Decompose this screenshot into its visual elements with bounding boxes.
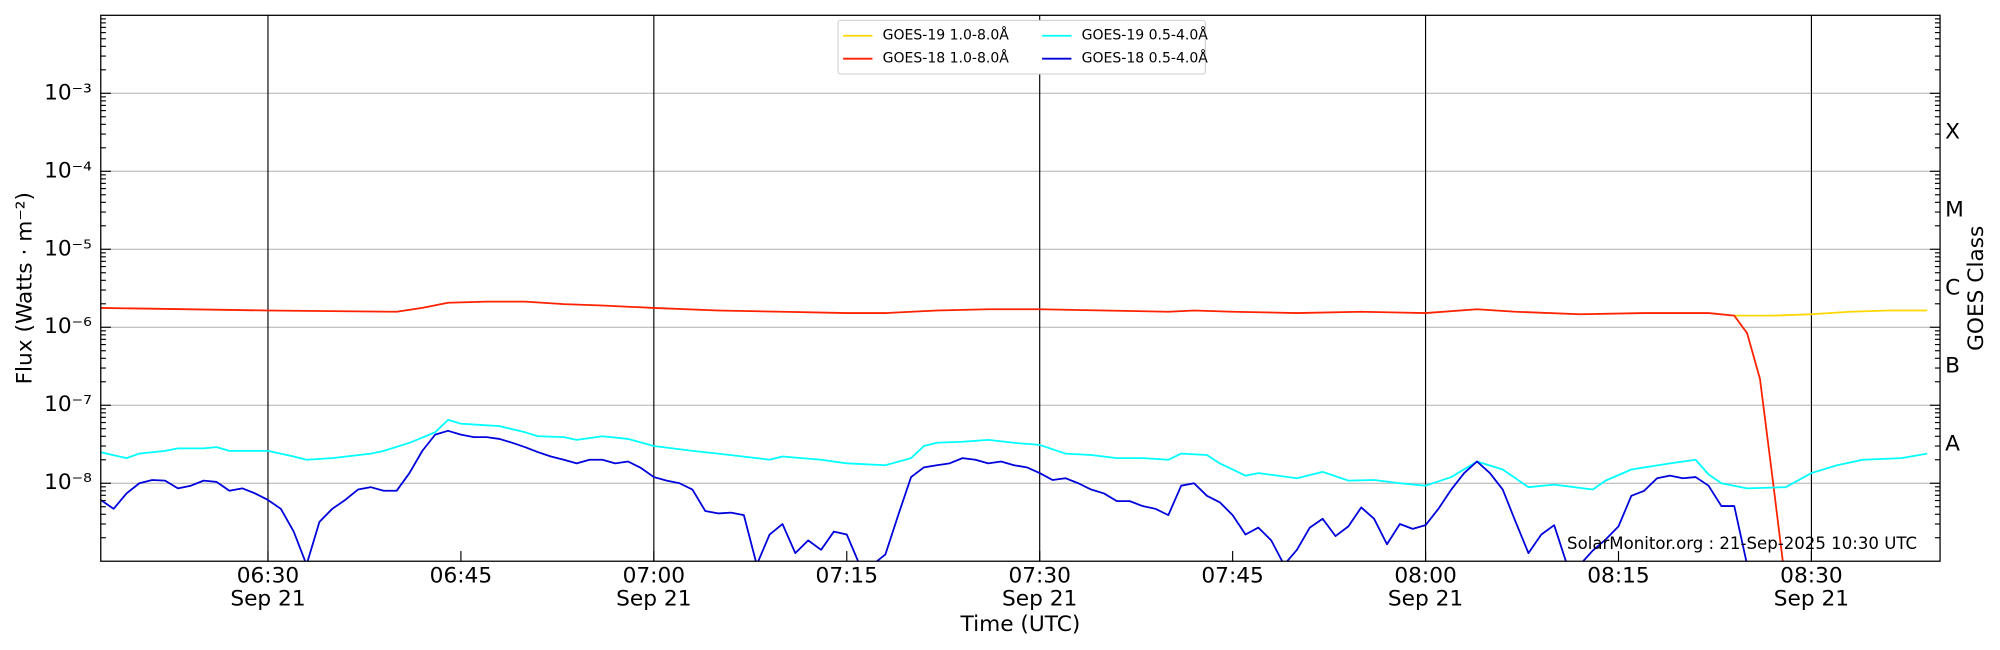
y-tick-label: 10⁻⁸ [44,470,92,495]
legend-label: GOES-19 0.5-4.0Å [1082,27,1209,44]
lines [100,300,1928,562]
series-line [100,429,1748,562]
legend-box [837,19,1206,75]
grid [100,15,1941,562]
series-line [100,300,1784,562]
y-tick-label: 10⁻⁷ [44,392,92,417]
series-line [100,418,1928,491]
y2-tick-label: M [1945,197,1964,222]
series-line [1734,309,1928,317]
x-tick-label: 06:30 [237,564,299,589]
y2-tick-label: C [1945,275,1960,300]
x-tick-label: 07:00 [623,564,685,589]
legend-label: GOES-19 1.0-8.0Å [883,27,1010,44]
y2-axis-label: GOES Class [1964,226,1989,351]
x-tick-label: 07:30 [1008,564,1070,589]
y2-tick-label: B [1945,353,1960,378]
y2-tick-label: A [1945,431,1960,456]
legend: GOES-19 1.0-8.0Å GOES-18 1.0-8.0Å GOES-19 … [837,19,1209,75]
y-tick-label: 10⁻⁴ [44,158,92,183]
x-tick-date: Sep 21 [1774,586,1849,611]
x-tick-date: Sep 21 [230,586,305,611]
x-tick-date: Sep 21 [616,586,691,611]
y-tick-label: 10⁻³ [44,80,92,105]
y-axis-label: Flux (Watts · m⁻²) [13,192,38,384]
x-tick-label: 06:45 [430,564,492,589]
x-tick-label: 07:15 [816,564,878,589]
legend-label: GOES-18 0.5-4.0Å [1082,50,1209,67]
x-axis-label: Time (UTC) [960,612,1081,637]
x-tick-date: Sep 21 [1002,586,1077,611]
y-tick-label: 10⁻⁵ [44,236,92,261]
y2-tick-label: X [1945,119,1960,144]
x-tick-date: Sep 21 [1388,586,1463,611]
x-tick-label: 08:30 [1780,564,1842,589]
x-tick-label: 07:45 [1201,564,1263,589]
annotation: SolarMonitor.org : 21-Sep-2025 10:30 UTC [1567,534,1917,553]
plot-frame [100,14,1941,562]
x-tick-label: 08:15 [1587,564,1649,589]
y-tick-label: 10⁻⁶ [44,314,92,339]
x-tick-label: 08:00 [1394,564,1456,589]
legend-label: GOES-18 1.0-8.0Å [883,50,1010,67]
